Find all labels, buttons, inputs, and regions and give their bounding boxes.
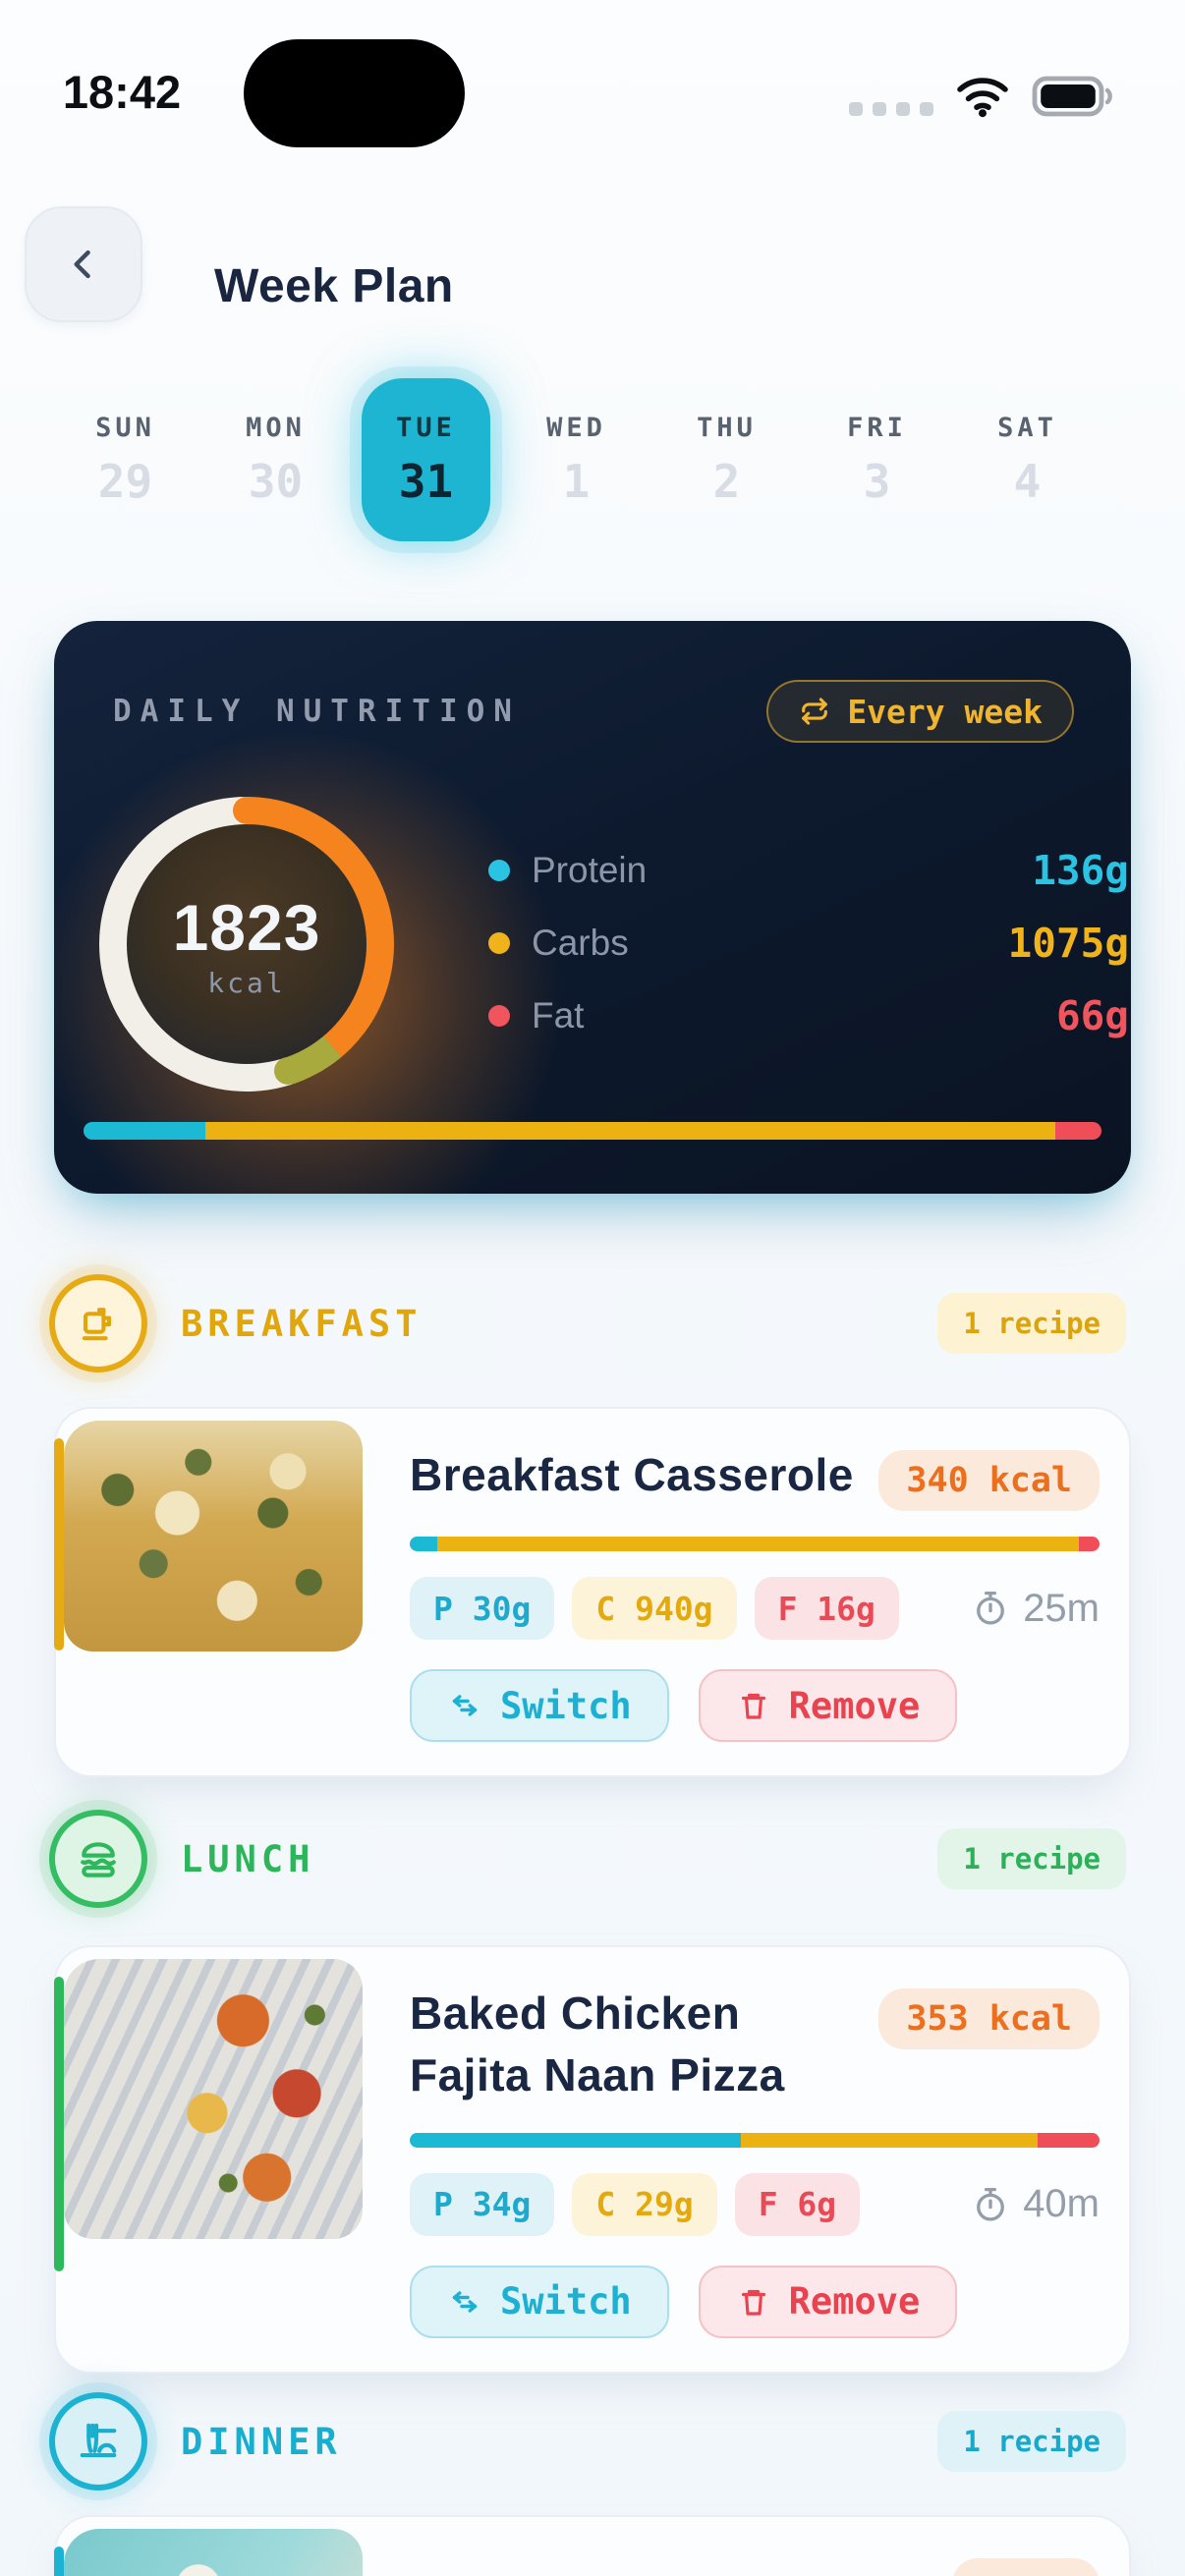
section-header-dinner: DINNER 1 recipe [49,2390,1131,2492]
pasta-fork-icon [49,2392,147,2491]
recipe-photo [64,1959,363,2239]
day-wed[interactable]: WED 1 [546,412,606,508]
remove-recipe-button[interactable]: Remove [698,2265,958,2338]
daily-nutrition-card: DAILY NUTRITION Every week 1823 kcal Pro… [54,621,1131,1194]
kcal-badge [952,2558,1100,2576]
protein-chip: P 30g [410,1577,555,1640]
fat-chip: F 16g [754,1577,899,1640]
recipe-photo [64,2529,363,2576]
calories-unit: kcal [207,966,286,999]
carbs-chip: C 29g [572,2172,717,2236]
battery-icon [1032,75,1116,118]
day-tue-selected[interactable]: TUE 31 [362,378,490,541]
calorie-ring-arc [99,797,394,1092]
status-bar: 18:42 [0,0,1185,157]
macro-legend: Protein 136g Carbs 1075g Fat 66g [488,834,1129,1052]
stopwatch-icon [970,1588,1011,1629]
calories-value: 1823 [172,890,321,964]
daily-macro-bar [84,1122,1101,1140]
nutrition-card-title: DAILY NUTRITION [113,694,521,729]
swap-arrows-icon [447,1688,482,1723]
week-day-selector: SUN 29 MON 30 TUE 31 WED 1 THU 2 FRI 3 S… [0,378,1185,545]
recipe-macro-bar [410,2132,1100,2148]
calorie-ring: 1823 kcal [99,797,394,1092]
protein-chip: P 34g [410,2172,555,2236]
carbs-dot [488,932,510,954]
trash-icon [736,2284,771,2320]
cook-time: 40m [970,2182,1100,2226]
status-icons [849,75,1116,118]
fat-chip: F 6g [734,2172,861,2236]
swap-arrows-icon [447,2284,482,2320]
cellular-signal-icon [849,102,933,116]
kcal-badge: 353 kcal [878,1988,1100,2049]
protein-dot [488,860,510,881]
legend-row-protein: Protein 136g [488,834,1129,907]
legend-row-fat: Fat 66g [488,980,1129,1052]
recipe-title: Baked Chicken Fajita Naan Pizza [410,1988,785,2101]
day-mon[interactable]: MON 30 [246,412,306,508]
meal-accent-bar [54,1438,64,1651]
legend-row-carbs: Carbs 1075g [488,907,1129,980]
chevron-left-icon [62,243,105,286]
recipe-card-breakfast[interactable]: Breakfast Casserole 340 kcal P 30g C 940… [54,1407,1131,1777]
coffee-cup-icon [49,1274,147,1372]
recipe-count-badge: 1 recipe [937,1828,1126,1889]
recipe-macro-bar [410,1537,1100,1551]
section-header-breakfast: BREAKFAST 1 recipe [49,1272,1131,1374]
switch-recipe-button[interactable]: Switch [410,1669,669,1742]
meal-accent-bar [54,2547,64,2576]
recipe-card-lunch[interactable]: Baked Chicken Fajita Naan Pizza 353 kcal… [54,1945,1131,2374]
meal-accent-bar [54,1977,64,2271]
recipe-count-badge: 1 recipe [937,1293,1126,1354]
day-thu[interactable]: THU 2 [697,412,757,508]
day-sun[interactable]: SUN 29 [95,412,155,508]
page-title: Week Plan [214,260,454,313]
recipe-photo [64,1421,363,1652]
trash-icon [736,1688,771,1723]
section-label: BREAKFAST [181,1302,423,1345]
section-header-lunch: LUNCH 1 recipe [49,1808,1131,1910]
clock: 18:42 [62,66,182,118]
recipe-title: Breakfast Casserole [410,1449,854,1500]
stopwatch-icon [970,2184,1011,2225]
day-fri[interactable]: FRI 3 [847,412,907,508]
fat-dot [488,1005,510,1027]
day-sat[interactable]: SAT 4 [997,412,1057,508]
burger-icon [49,1810,147,1908]
repeat-icon [798,695,831,728]
switch-recipe-button[interactable]: Switch [410,2265,669,2338]
recipe-count-badge: 1 recipe [937,2411,1126,2472]
kcal-badge: 340 kcal [878,1450,1100,1511]
recipe-card-dinner[interactable] [54,2515,1131,2576]
section-label: LUNCH [181,1837,315,1880]
wifi-icon [955,75,1010,118]
dynamic-island [244,39,465,147]
repeat-every-week-button[interactable]: Every week [766,680,1074,743]
cook-time: 25m [970,1587,1100,1631]
carbs-chip: C 940g [572,1577,737,1640]
remove-recipe-button[interactable]: Remove [698,1669,958,1742]
back-button[interactable] [25,206,142,322]
section-label: DINNER [181,2420,342,2463]
